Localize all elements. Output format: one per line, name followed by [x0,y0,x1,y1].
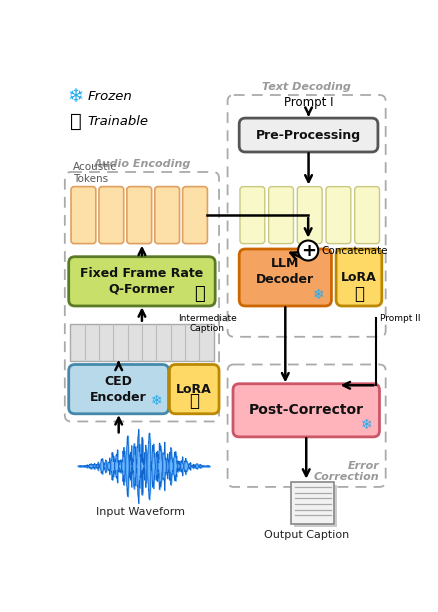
Text: Post-Corrector: Post-Corrector [249,403,364,417]
FancyBboxPatch shape [297,187,322,244]
FancyBboxPatch shape [99,187,124,244]
Text: Frozen: Frozen [87,90,132,103]
FancyBboxPatch shape [183,187,208,244]
Text: 🔥: 🔥 [354,285,364,303]
Text: Text Decoding: Text Decoding [262,82,351,92]
Bar [70,324,214,360]
Text: Output Caption: Output Caption [264,529,349,540]
Text: ❄: ❄ [313,288,325,302]
Text: Trainable: Trainable [87,114,148,128]
FancyBboxPatch shape [336,249,382,306]
FancyBboxPatch shape [69,365,169,414]
FancyBboxPatch shape [355,187,379,244]
Text: CED
Encoder: CED Encoder [90,375,147,404]
Text: Concatenate: Concatenate [321,245,388,256]
FancyBboxPatch shape [233,384,379,437]
Circle shape [298,241,318,261]
Bar [291,482,334,524]
Text: Error
Correction: Error Correction [314,461,379,482]
Text: Prompt II: Prompt II [380,314,421,323]
Text: Acoustic
Tokens: Acoustic Tokens [73,162,117,184]
Text: +: + [300,242,316,259]
FancyBboxPatch shape [71,187,96,244]
FancyBboxPatch shape [326,187,351,244]
Text: ❄: ❄ [361,417,373,431]
Text: Input Waveform: Input Waveform [95,507,184,517]
FancyBboxPatch shape [239,249,332,306]
Text: LoRA: LoRA [341,271,377,284]
Text: 🔥: 🔥 [189,392,199,411]
FancyBboxPatch shape [240,187,265,244]
Text: LLM
Decoder: LLM Decoder [256,257,314,286]
Text: 🔥: 🔥 [70,111,81,131]
FancyBboxPatch shape [170,365,219,414]
Text: Prompt I: Prompt I [284,96,333,109]
Text: ❄: ❄ [67,87,84,106]
Text: LoRA: LoRA [177,382,212,395]
FancyBboxPatch shape [268,187,293,244]
Text: Intermediate
Caption: Intermediate Caption [178,314,237,334]
Text: Fixed Frame Rate
Q-Former: Fixed Frame Rate Q-Former [80,267,204,296]
Text: Pre-Processing: Pre-Processing [256,129,361,141]
FancyBboxPatch shape [155,187,180,244]
FancyBboxPatch shape [127,187,152,244]
FancyBboxPatch shape [69,256,215,306]
Text: Audio Encoding: Audio Encoding [93,159,191,169]
Text: ❄: ❄ [151,395,162,408]
FancyBboxPatch shape [239,118,378,152]
Bar [294,485,337,527]
Text: 🔥: 🔥 [194,285,205,303]
